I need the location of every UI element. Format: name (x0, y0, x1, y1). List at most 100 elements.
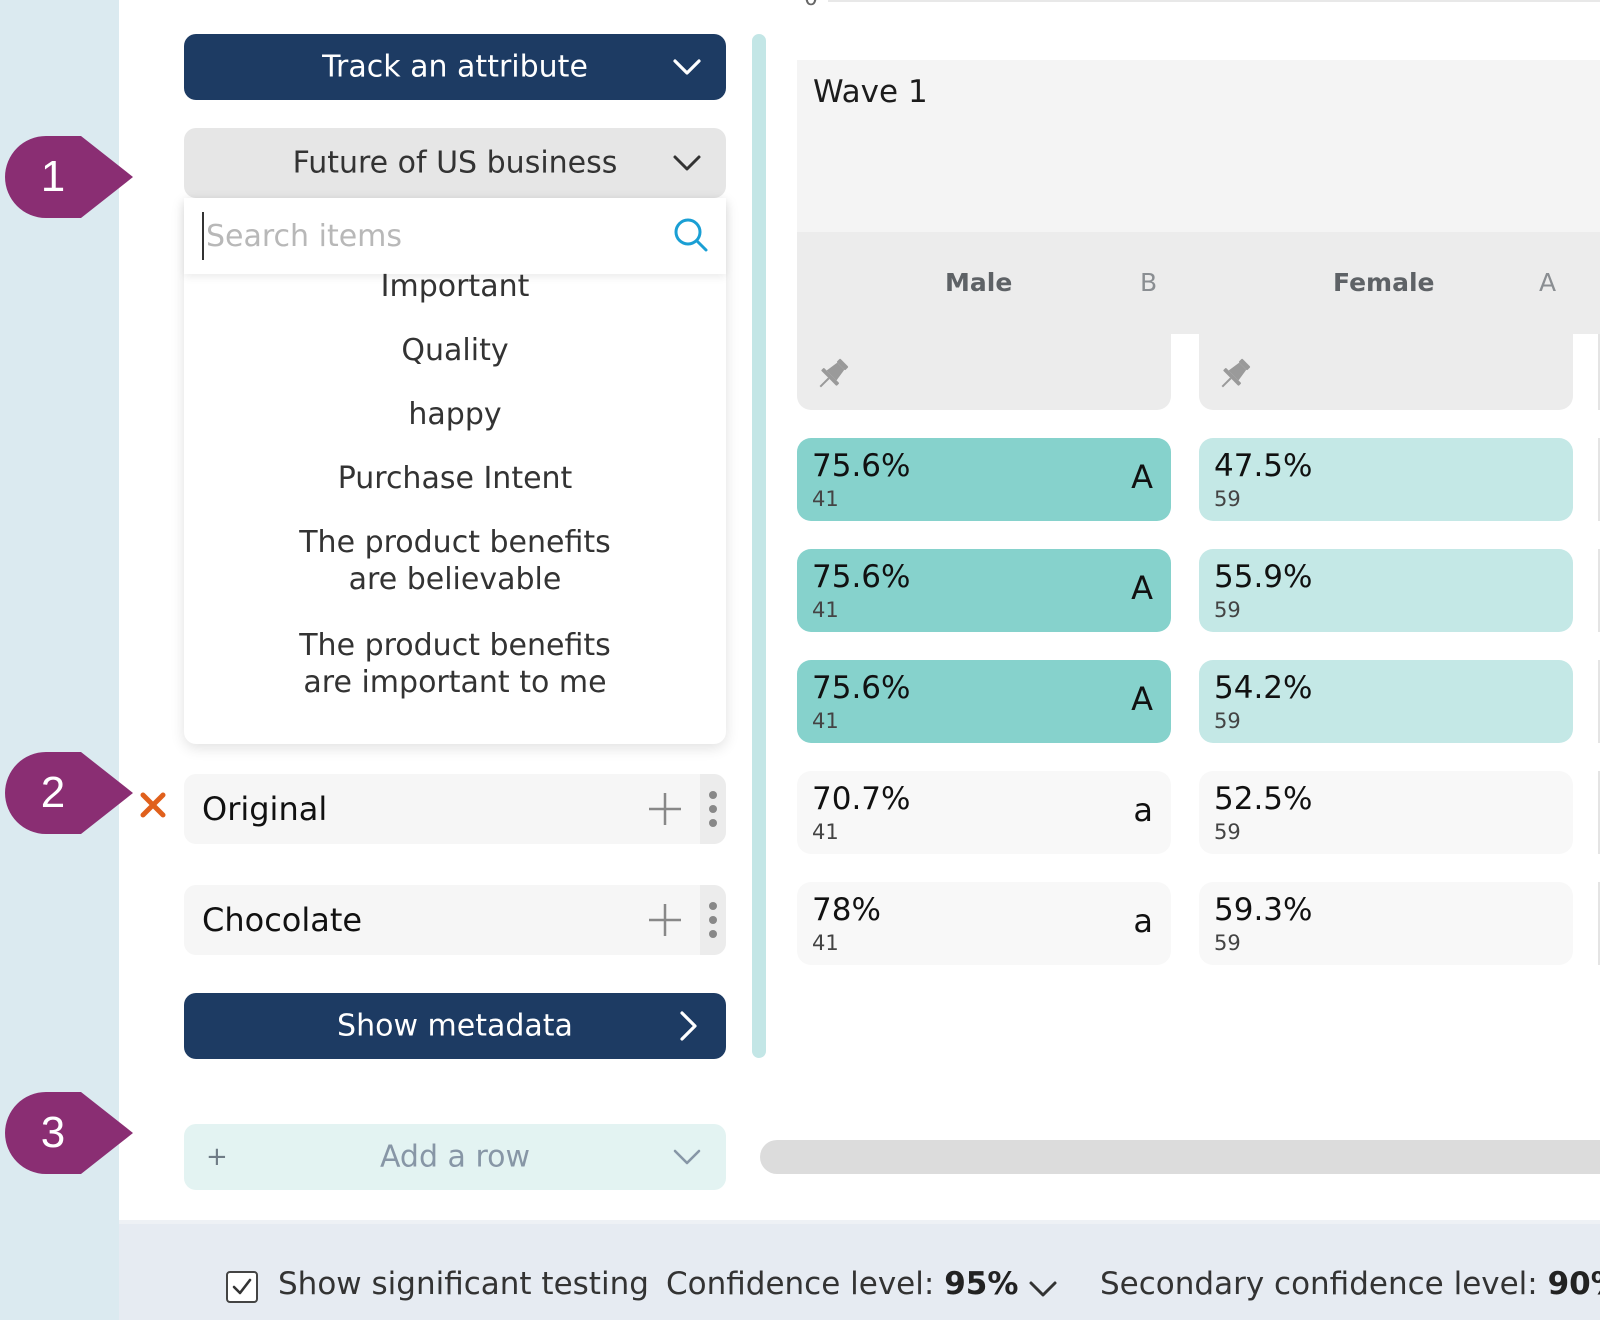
row-label: Chocolate (202, 901, 363, 939)
dropdown-item[interactable]: happy (408, 397, 502, 432)
cell-base: 59 (1214, 487, 1241, 511)
table-cell[interactable]: 75.6% 41 A (797, 660, 1171, 743)
search-icon[interactable] (672, 216, 710, 254)
column-header-row: Male B Female A (797, 232, 1600, 334)
chevron-down-icon (673, 1149, 701, 1165)
callout-3: 3 (5, 1092, 133, 1174)
secondary-confidence-label: Secondary confidence level: (1100, 1266, 1538, 1302)
next-column-edge (1598, 660, 1600, 743)
callout-number: 1 (40, 152, 66, 201)
column-letter: B (1140, 268, 1158, 297)
cell-base: 41 (812, 487, 839, 511)
chevron-right-icon (680, 1011, 697, 1041)
drag-handle-icon[interactable] (700, 885, 726, 955)
cell-value: 78% (812, 892, 881, 928)
attribute-select[interactable]: Future of US business (184, 128, 726, 198)
table-cell[interactable]: 70.7% 41 a (797, 771, 1171, 854)
show-significant-testing-checkbox[interactable] (226, 1271, 258, 1303)
column-header-female[interactable]: Female (1333, 268, 1435, 297)
axis-zero-label: 0 (804, 0, 818, 11)
column-letter: A (1539, 268, 1557, 297)
cell-value: 59.3% (1214, 892, 1313, 928)
table-cell[interactable]: 75.6% 41 A (797, 549, 1171, 632)
confidence-label: Confidence level: (666, 1266, 935, 1302)
callout-1: 1 (5, 136, 133, 218)
cell-value: 54.2% (1214, 670, 1313, 706)
row-label: Original (202, 790, 328, 828)
cell-value: 47.5% (1214, 448, 1313, 484)
column-header-male[interactable]: Male (945, 268, 1013, 297)
dropdown-item[interactable]: The product benefits are important to me (299, 628, 611, 700)
cell-significance: a (1133, 902, 1153, 940)
callout-2: 2 (5, 752, 133, 834)
footer-bar (119, 1220, 1600, 1320)
secondary-confidence-value: 90% (1547, 1266, 1600, 1302)
show-metadata-label: Show metadata (337, 1008, 573, 1044)
close-icon[interactable] (140, 792, 166, 818)
table-cell[interactable]: 54.2% 59 (1199, 660, 1573, 743)
cell-value: 52.5% (1214, 781, 1313, 817)
confidence-value: 95% (944, 1266, 1019, 1302)
wave-title: Wave 1 (813, 74, 928, 110)
dropdown-item[interactable]: The product benefits are believable (299, 525, 611, 597)
row-chocolate[interactable]: Chocolate (184, 885, 726, 955)
pin-icon[interactable] (1215, 354, 1255, 394)
drag-handle-icon[interactable] (700, 774, 726, 844)
wave-header: Wave 1 (797, 60, 1600, 232)
chevron-down-icon (673, 59, 701, 75)
next-column-edge (1598, 771, 1600, 854)
callout-number: 2 (40, 768, 66, 817)
next-column-edge (1598, 438, 1600, 521)
attribute-dropdown-menu: Important Quality happy Purchase Intent … (184, 198, 726, 744)
show-significant-testing-label[interactable]: Show significant testing (278, 1266, 649, 1302)
dropdown-item[interactable]: Quality (401, 333, 509, 368)
cell-base: 41 (812, 709, 839, 733)
chevron-down-icon (673, 155, 701, 171)
dropdown-item[interactable]: Important (380, 269, 530, 304)
table-cell[interactable]: 55.9% 59 (1199, 549, 1573, 632)
table-cell[interactable]: 47.5% 59 (1199, 438, 1573, 521)
secondary-confidence-level[interactable]: Secondary confidence level: 90% (1100, 1266, 1600, 1302)
table-cell[interactable]: 59.3% 59 (1199, 882, 1573, 965)
add-row-dropdown[interactable]: + Add a row (184, 1124, 726, 1190)
plus-icon[interactable] (646, 790, 684, 828)
cell-value: 75.6% (812, 670, 911, 706)
cell-significance: A (1131, 680, 1153, 718)
table-cell[interactable]: 75.6% 41 A (797, 438, 1171, 521)
dropdown-item[interactable]: Purchase Intent (337, 461, 573, 496)
cell-base: 59 (1214, 820, 1241, 844)
next-column-edge (1598, 549, 1600, 632)
row-original[interactable]: Original (184, 774, 726, 844)
cell-significance: A (1131, 458, 1153, 496)
search-input[interactable] (202, 212, 642, 260)
chevron-down-icon[interactable] (1026, 1272, 1060, 1306)
callout-number: 3 (40, 1108, 66, 1157)
cell-base: 59 (1214, 709, 1241, 733)
pin-icon[interactable] (813, 354, 853, 394)
horizontal-scrollbar[interactable] (760, 1140, 1600, 1174)
cell-value: 70.7% (812, 781, 911, 817)
show-metadata-button[interactable]: Show metadata (184, 993, 726, 1059)
table-cell[interactable]: 78% 41 a (797, 882, 1171, 965)
pin-cell-female (1199, 334, 1573, 410)
track-attribute-button[interactable]: Track an attribute (184, 34, 726, 100)
checkbox-checked-icon (232, 1278, 252, 1295)
attribute-select-value: Future of US business (292, 145, 618, 181)
plus-icon[interactable] (646, 901, 684, 939)
pin-cell-male (797, 334, 1171, 410)
confidence-level[interactable]: Confidence level: 95% (666, 1266, 1018, 1302)
table-cell[interactable]: 52.5% 59 (1199, 771, 1573, 854)
cell-base: 41 (812, 820, 839, 844)
cell-value: 75.6% (812, 559, 911, 595)
cell-value: 75.6% (812, 448, 911, 484)
cell-value: 55.9% (1214, 559, 1313, 595)
cell-base: 41 (812, 598, 839, 622)
panel-splitter[interactable] (752, 34, 766, 1058)
axis-line (828, 0, 1600, 2)
cell-base: 59 (1214, 598, 1241, 622)
cell-base: 41 (812, 931, 839, 955)
search-box (184, 198, 726, 274)
cell-significance: a (1133, 791, 1153, 829)
track-attribute-label: Track an attribute (322, 49, 588, 85)
add-row-label: Add a row (379, 1139, 531, 1175)
